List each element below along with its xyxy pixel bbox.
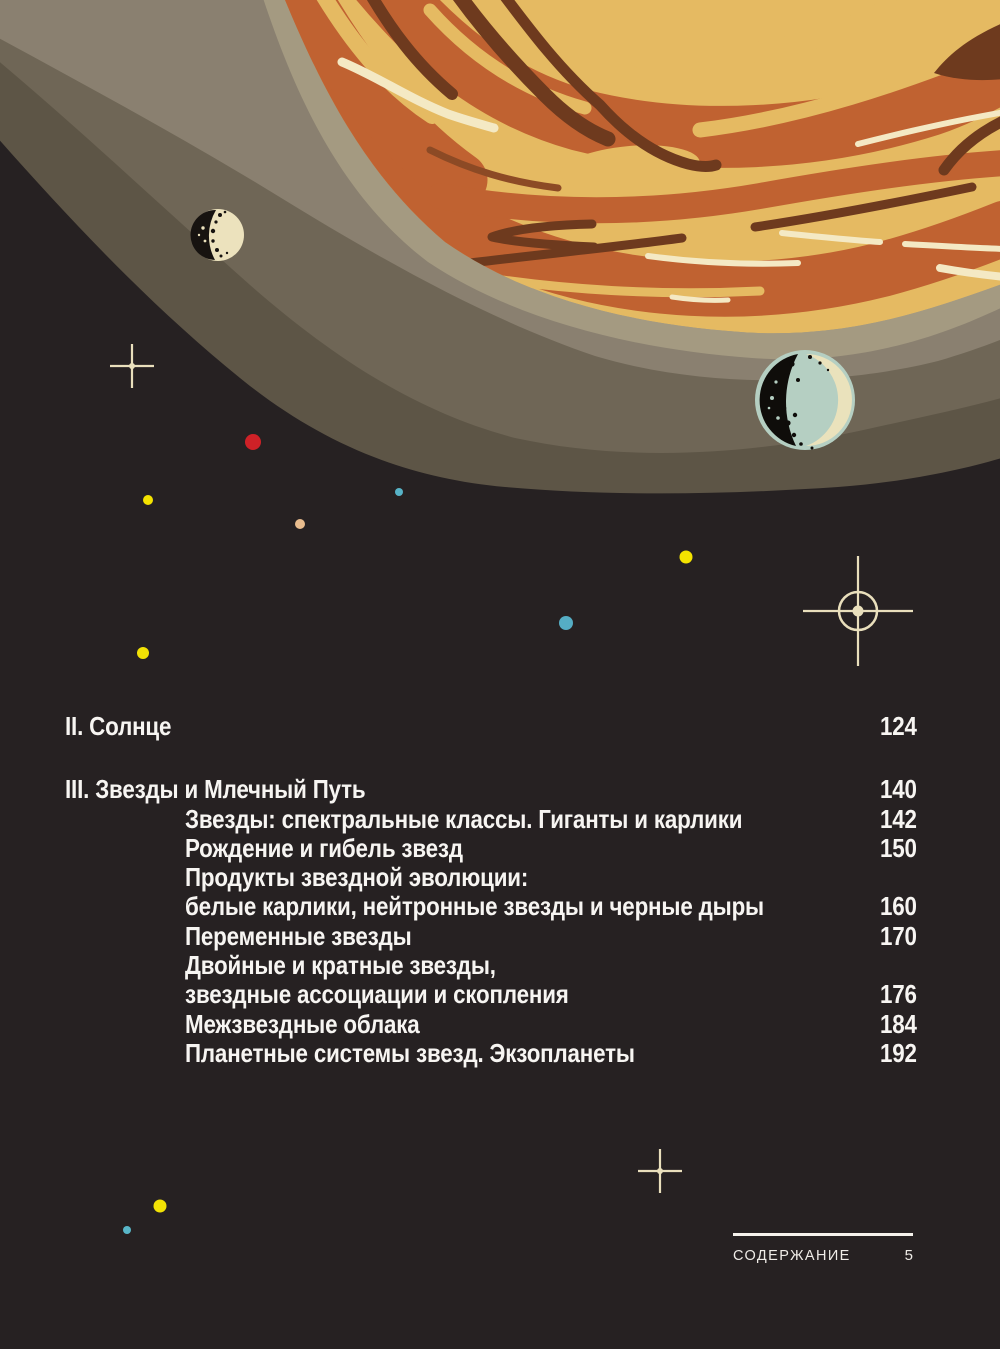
dark-streak bbox=[465, 233, 687, 268]
dark-streak bbox=[447, 0, 616, 147]
cream-highlight bbox=[645, 253, 801, 267]
toc-entry-label: Переменные звезды bbox=[185, 920, 412, 951]
gold-swirl bbox=[423, 3, 592, 115]
cream-highlight bbox=[936, 264, 1000, 281]
toc-entry-label: Межзвездные облака bbox=[185, 1008, 420, 1039]
star-dot bbox=[245, 434, 261, 450]
cross-star bbox=[110, 344, 154, 388]
toc-entry-label: Продукты звездной эволюции: bbox=[185, 862, 529, 893]
footer-rule bbox=[733, 1233, 913, 1236]
cloud-band bbox=[427, 150, 1000, 224]
toc-entry-label: белые карлики, нейтронные звезды и черны… bbox=[185, 891, 764, 922]
toc-entry-page: 140 bbox=[880, 774, 917, 805]
toc-row: Двойные и кратные звезды, bbox=[65, 950, 917, 981]
toc-row: III. Звезды и Млечный Путь 140 bbox=[65, 774, 917, 805]
toc-row: II. Солнце 124 bbox=[65, 711, 917, 741]
gold-swirl bbox=[630, 0, 900, 70]
planet-surface bbox=[283, 0, 1000, 334]
toc-entry-page: 184 bbox=[880, 1008, 917, 1039]
teal-moon-shadow-crescent bbox=[759, 354, 798, 446]
cloud-band bbox=[283, 0, 1000, 317]
teal-moon-texture bbox=[767, 380, 780, 420]
brown-streak bbox=[426, 146, 562, 192]
page-number: 5 bbox=[904, 1247, 913, 1264]
star-dot bbox=[123, 1226, 131, 1234]
toc-entry-label: Планетные системы звезд. Экзопланеты bbox=[185, 1037, 635, 1068]
star-field bbox=[110, 344, 913, 1234]
cloud-band bbox=[283, 0, 488, 208]
toc-entry-label: Рождение и гибель звезд bbox=[185, 832, 463, 863]
dark-wedge bbox=[934, 22, 1000, 81]
toc-row: звездные ассоциации и скопления 176 bbox=[65, 979, 917, 1010]
toc-entry-label: II. Солнце bbox=[65, 711, 172, 741]
star-dot bbox=[679, 550, 693, 564]
toc-entry-page: 176 bbox=[880, 979, 917, 1010]
toc-entry-label: Двойные и кратные звезды, bbox=[185, 950, 496, 981]
star-dot bbox=[295, 519, 305, 529]
cream-highlight bbox=[855, 109, 1000, 147]
toc-row: Продукты звездной эволюции: bbox=[65, 862, 917, 893]
toc-entry-page: 142 bbox=[880, 803, 917, 834]
toc-row: белые карлики, нейтронные звезды и черны… bbox=[65, 891, 917, 922]
page-footer: СОДЕРЖАНИЕ 5 bbox=[733, 1233, 913, 1264]
toc-row: Переменные звезды 170 bbox=[65, 920, 917, 951]
toc-entry-label: звездные ассоциации и скопления bbox=[185, 979, 569, 1010]
star-dot bbox=[153, 1199, 167, 1213]
small-moon-craters bbox=[197, 226, 207, 243]
teal-moon bbox=[755, 350, 855, 450]
toc-row: Рождение и гибель звезд 150 bbox=[65, 832, 917, 863]
teal-moon-highlight-crescent bbox=[806, 354, 852, 446]
dark-streak bbox=[494, 0, 722, 172]
toc-entry-page: 160 bbox=[880, 891, 917, 922]
crosshair-star bbox=[803, 556, 913, 666]
toc-entry-page: 124 bbox=[880, 711, 917, 741]
dark-streak bbox=[362, 0, 458, 100]
cream-highlight bbox=[669, 294, 731, 303]
small-moon bbox=[190, 209, 244, 261]
star-dot bbox=[395, 488, 403, 496]
toc-entry-page: 150 bbox=[880, 832, 917, 863]
dark-chevron bbox=[487, 219, 599, 252]
star-dot bbox=[137, 647, 149, 659]
teal-moon-stipple bbox=[780, 355, 830, 450]
gold-swirl bbox=[312, 0, 440, 124]
small-moon-stipple bbox=[210, 210, 229, 258]
toc-entry-page: 170 bbox=[880, 920, 917, 951]
toc-entry-label: Звезды: спектральные классы. Гиганты и к… bbox=[185, 803, 743, 834]
toc-row: Звезды: спектральные классы. Гиганты и к… bbox=[65, 803, 917, 834]
cross-star bbox=[638, 1149, 682, 1193]
dark-streak bbox=[750, 182, 977, 232]
small-moon-shadow-crescent bbox=[190, 209, 216, 260]
toc-entry-label: III. Звезды и Млечный Путь bbox=[65, 774, 366, 805]
cream-highlight bbox=[779, 230, 1000, 252]
table-of-contents: II. Солнце 124 III. Звезды и Млечный Пут… bbox=[65, 711, 917, 1068]
cream-highlight bbox=[337, 57, 499, 133]
toc-row: Межзвездные облака 184 bbox=[65, 1008, 917, 1039]
dark-streak bbox=[938, 114, 1000, 176]
star-dot bbox=[559, 616, 573, 630]
star-dot bbox=[143, 495, 153, 505]
gas-giant-planet bbox=[0, 0, 1000, 494]
toc-entry-page: 192 bbox=[880, 1037, 917, 1068]
footer-section-label: СОДЕРЖАНИЕ bbox=[733, 1248, 851, 1264]
toc-row: Планетные системы звезд. Экзопланеты 192 bbox=[65, 1037, 917, 1068]
